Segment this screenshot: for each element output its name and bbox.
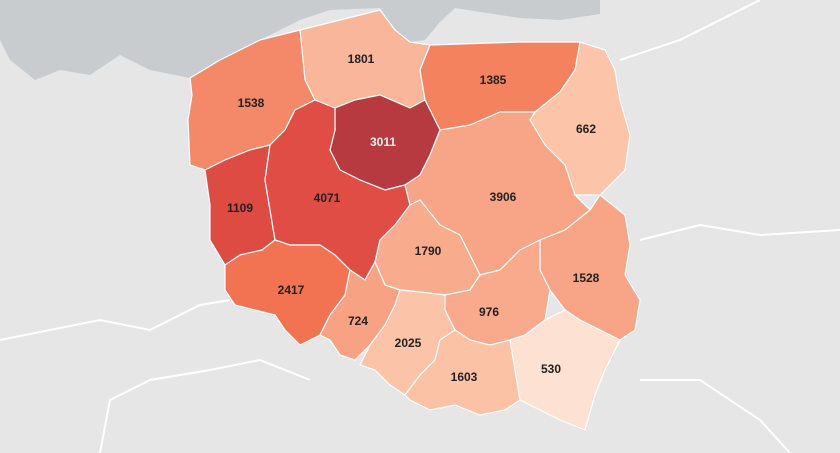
label-pomorskie: 1801 [348,52,375,66]
region-podkarpackie[interactable] [509,309,621,431]
label-mazowieckie: 3906 [490,190,517,204]
label-dolnoslaskie: 2417 [278,283,305,297]
border-czech-slovakia [99,358,311,453]
label-zachodniopomorskie: 1538 [238,96,265,110]
label-lubuskie: 1109 [227,201,253,215]
label-lodzkie: 1790 [415,244,442,258]
label-wielkopolskie: 4071 [314,191,341,205]
border-east [640,379,791,453]
label-lubelskie: 1528 [573,271,600,285]
label-warminsko-mazurskie: 1385 [480,73,507,87]
label-slaskie: 2025 [395,336,422,350]
border-germany-czech [0,299,231,341]
label-swietokrzyskie: 976 [479,305,499,319]
border-baltic-states [619,0,761,61]
label-kujawsko-pomorskie: 3011 [370,135,396,149]
label-opolskie: 724 [348,314,368,328]
border-ukraine [639,223,840,241]
label-podlaskie: 662 [576,122,596,136]
region-malopolskie[interactable] [404,329,521,416]
baltic-sea [0,0,600,80]
label-podkarpackie: 530 [541,362,561,376]
label-malopolskie: 1603 [451,370,478,384]
